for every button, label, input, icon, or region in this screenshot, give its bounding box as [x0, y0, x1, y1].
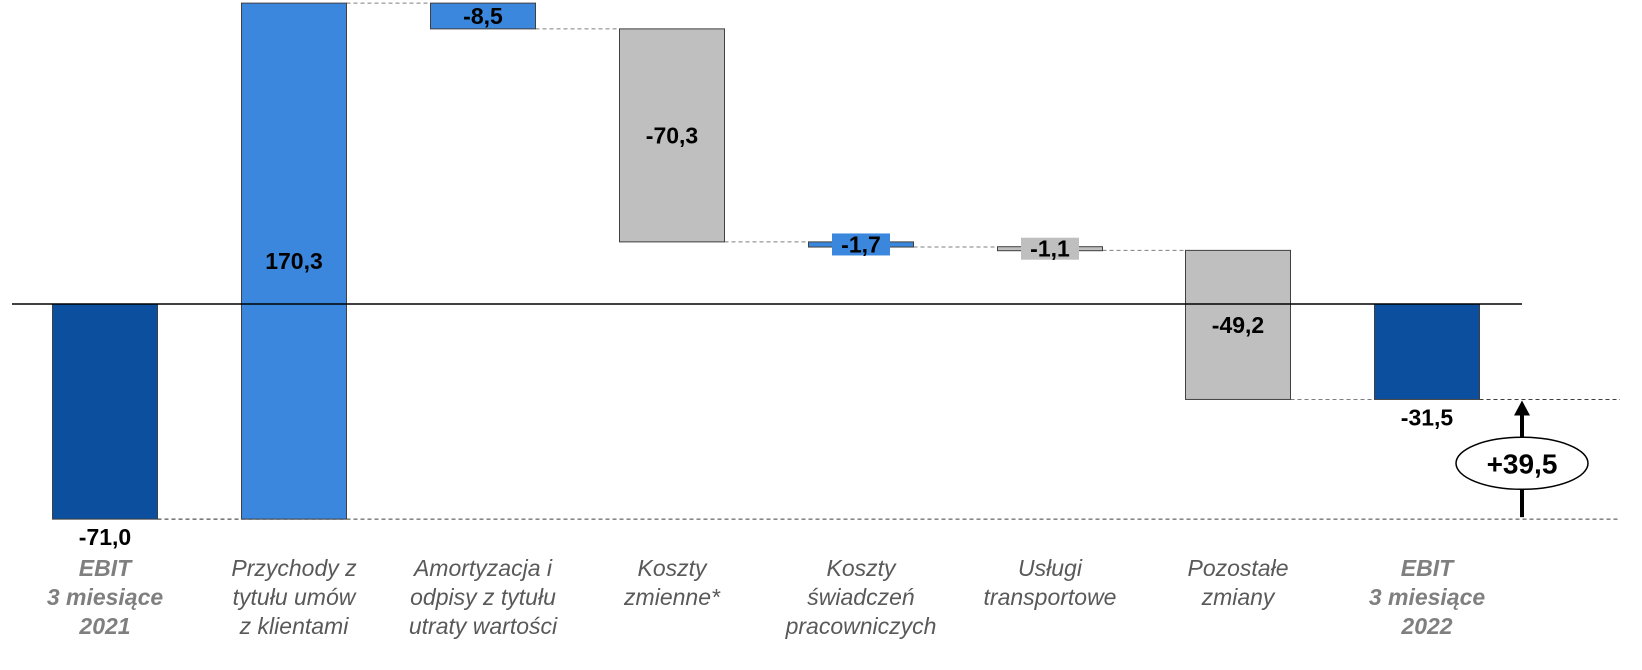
- category-label: świadczeń: [807, 584, 914, 610]
- category-label: 3 miesiące: [47, 584, 164, 610]
- category-label: Pozostałe: [1187, 555, 1288, 581]
- value-label: -1,7: [841, 231, 881, 257]
- bar: [1374, 303, 1480, 400]
- bar: [619, 28, 725, 243]
- category-label: EBIT: [79, 555, 133, 581]
- change-ellipse: [1455, 436, 1589, 491]
- category-label: z klientami: [239, 613, 350, 639]
- change-label: +39,5: [1487, 448, 1558, 479]
- value-label: -70,3: [646, 122, 698, 148]
- value-label: -49,2: [1212, 312, 1264, 338]
- category-label: Usługi: [1018, 555, 1083, 581]
- category-label: odpisy z tytułu: [410, 584, 556, 610]
- bar: [241, 2, 347, 520]
- category-label: Koszty: [637, 555, 708, 581]
- category-label: Amortyzacja i: [412, 555, 553, 581]
- change-arrow-head: [1514, 400, 1530, 416]
- category-label: EBIT: [1401, 555, 1455, 581]
- value-label-bg: [1021, 237, 1079, 260]
- category-label: transportowe: [984, 584, 1117, 610]
- category-label: 3 miesiące: [1369, 584, 1486, 610]
- value-label: -8,5: [463, 3, 503, 29]
- value-label: -71,0: [79, 524, 131, 550]
- value-label-bg: [832, 233, 890, 256]
- value-label: -31,5: [1401, 404, 1454, 430]
- category-label: pracowniczych: [785, 613, 937, 639]
- value-label: 170,3: [265, 248, 323, 274]
- category-label: Przychody z: [231, 555, 357, 581]
- value-label-bg: [454, 4, 512, 27]
- category-label: zmienne*: [623, 584, 721, 610]
- category-label: utraty wartości: [409, 613, 558, 639]
- category-label: zmiany: [1201, 584, 1276, 610]
- category-label: tytułu umów: [233, 584, 357, 610]
- bar: [52, 303, 158, 520]
- category-label: 2021: [78, 613, 130, 639]
- category-label: Koszty: [826, 555, 897, 581]
- category-label: 2022: [1400, 613, 1452, 639]
- bar: [1185, 249, 1291, 400]
- value-label: -1,1: [1030, 236, 1070, 262]
